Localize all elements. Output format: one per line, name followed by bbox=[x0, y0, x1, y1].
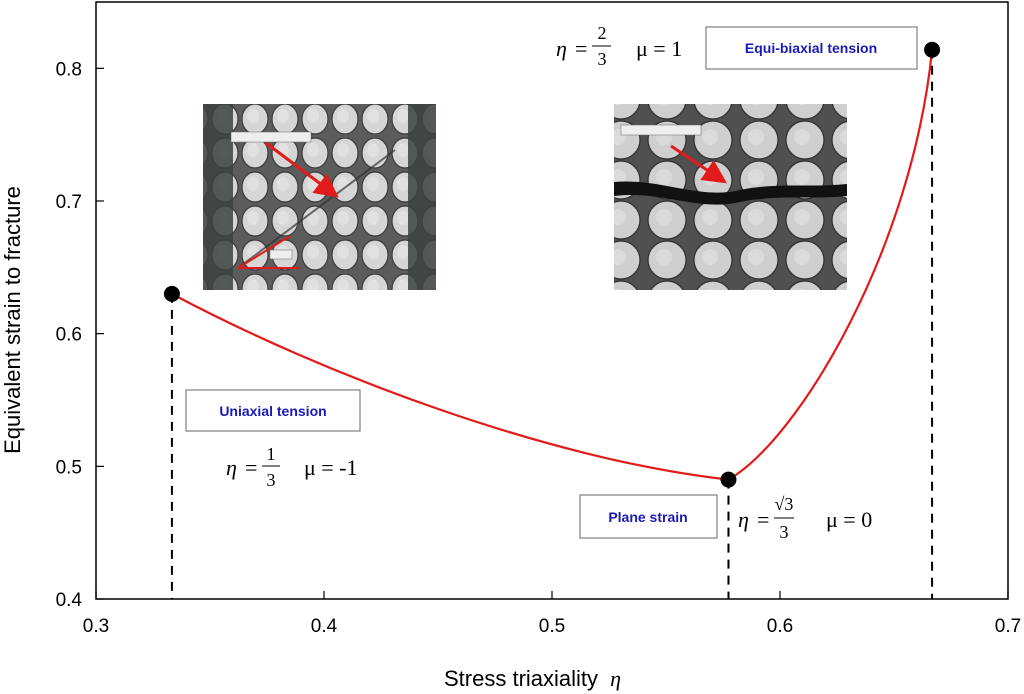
svg-text:η: η bbox=[226, 455, 237, 480]
callout-equi-biaxial: Equi-biaxial tension bbox=[705, 26, 918, 70]
svg-text:=: = bbox=[245, 455, 257, 480]
svg-text:Uniaxial tension: Uniaxial tension bbox=[219, 403, 326, 419]
x-tick-label: 0.3 bbox=[83, 616, 109, 637]
svg-text:=: = bbox=[575, 36, 587, 61]
x-axis-title: Stress triaxiality η bbox=[444, 666, 621, 691]
svg-text:Plane strain: Plane strain bbox=[608, 509, 687, 525]
x-tick-label: 0.6 bbox=[767, 616, 793, 637]
svg-text:3: 3 bbox=[598, 49, 607, 69]
y-axis-title: Equivalent strain to fracture bbox=[0, 186, 25, 454]
data-point bbox=[720, 471, 737, 488]
svg-text:1: 1 bbox=[267, 444, 276, 464]
svg-text:Equi-biaxial tension: Equi-biaxial tension bbox=[745, 40, 877, 56]
callout-plane-strain: Plane strain bbox=[579, 494, 718, 539]
inset-photo-tensile bbox=[614, 104, 847, 290]
svg-text:μ = 1: μ = 1 bbox=[636, 36, 682, 61]
svg-text:3: 3 bbox=[780, 522, 789, 542]
x-tick-label: 0.4 bbox=[311, 616, 338, 637]
formula-plane-strain: η = √3 3 μ = 0 bbox=[738, 494, 872, 542]
svg-text:2: 2 bbox=[598, 23, 607, 43]
svg-text:η: η bbox=[556, 36, 567, 61]
svg-text:μ = -1: μ = -1 bbox=[304, 455, 358, 480]
y-tick-label: 0.8 bbox=[56, 59, 82, 80]
x-tick-label: 0.5 bbox=[539, 616, 565, 637]
x-tick-label: 0.7 bbox=[995, 616, 1021, 637]
y-tick-label: 0.7 bbox=[56, 192, 82, 213]
data-markers bbox=[163, 41, 941, 488]
y-tick-label: 0.5 bbox=[56, 457, 82, 478]
inset-photo-shear bbox=[203, 104, 436, 290]
data-point bbox=[924, 41, 941, 58]
formula-uniaxial: η = 1 3 μ = -1 bbox=[226, 444, 358, 490]
formula-equi-biaxial: η = 2 3 μ = 1 bbox=[556, 23, 682, 69]
callout-uniaxial: Uniaxial tension bbox=[185, 389, 361, 432]
data-point bbox=[163, 285, 180, 302]
y-axis-ticks: 0.4 0.5 0.6 0.7 0.8 bbox=[56, 59, 104, 611]
svg-text:3: 3 bbox=[267, 470, 276, 490]
x-axis-ticks: 0.3 0.4 0.5 0.6 0.7 bbox=[83, 591, 1021, 637]
y-tick-label: 0.4 bbox=[56, 590, 83, 611]
drop-lines bbox=[170, 49, 934, 599]
y-tick-label: 0.6 bbox=[56, 325, 82, 346]
svg-text:μ = 0: μ = 0 bbox=[826, 507, 872, 532]
svg-text:√3: √3 bbox=[775, 494, 794, 514]
svg-text:η: η bbox=[738, 507, 749, 532]
svg-text:=: = bbox=[757, 507, 769, 532]
